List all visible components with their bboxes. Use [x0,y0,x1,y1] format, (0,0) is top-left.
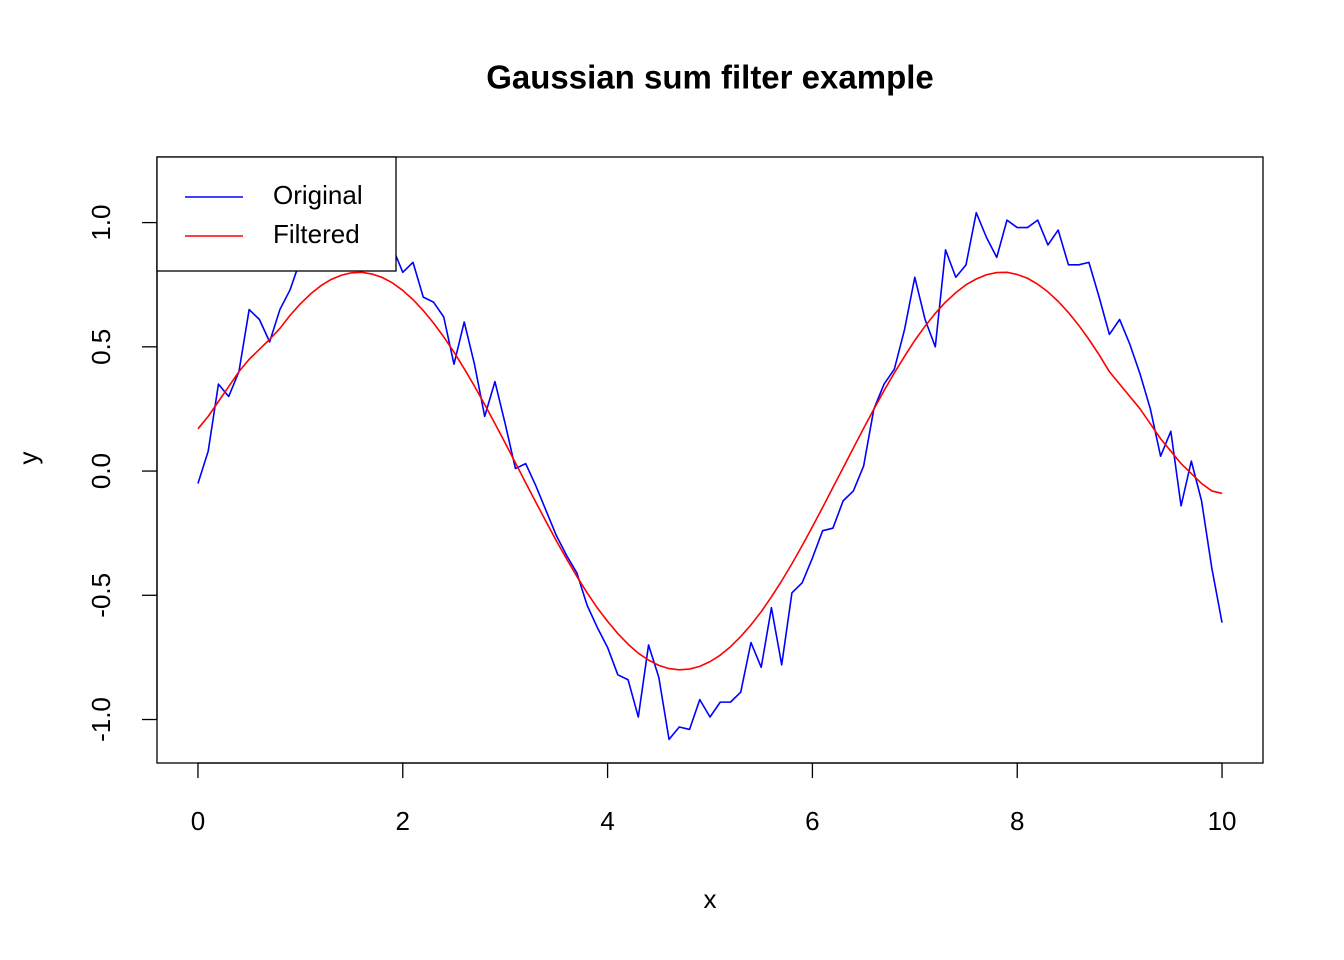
y-tick-label: -0.5 [86,573,116,618]
data-line [197,271,1223,671]
x-tick-label: 10 [1208,806,1237,836]
plot-frame [156,156,1264,764]
x-tick-label: 6 [805,806,819,836]
x-axis-label: x [704,884,717,914]
y-tick-label: 0.0 [86,453,116,489]
y-axis-label: y [13,452,43,465]
x-tick-label: 2 [396,806,410,836]
x-tick-label: 4 [600,806,614,836]
y-tick-label: 1.0 [86,205,116,241]
y-tick-label: 0.5 [86,329,116,365]
legend-label: Original [273,180,363,210]
chart-title: Gaussian sum filter example [486,59,934,96]
legend-label: Filtered [273,219,360,249]
x-tick-label: 0 [191,806,205,836]
y-tick-label: -1.0 [86,697,116,742]
x-tick-label: 8 [1010,806,1024,836]
legend-box [156,156,397,272]
